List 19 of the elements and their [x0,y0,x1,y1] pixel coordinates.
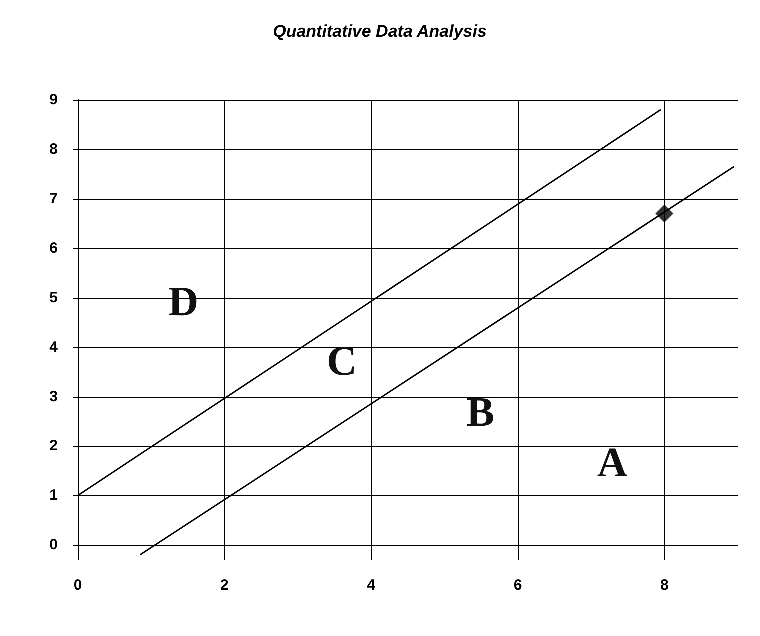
y-tick-label: 7 [50,190,58,208]
x-tick-label: 0 [74,577,82,594]
y-tick-label: 0 [50,536,58,554]
y-tick-label: 5 [50,289,58,306]
y-tick-label: 9 [50,92,58,108]
x-tick-label: 2 [220,577,229,594]
y-tick-label: 3 [50,388,58,406]
annotation: C [326,339,358,386]
y-tick-label: 2 [50,438,58,455]
y-tick-label: 1 [50,487,58,504]
chart-title: Quantitative Data Analysis [273,22,487,41]
annotation: B [466,390,495,436]
y-tick-label: 4 [50,338,59,356]
y-tick-label: 8 [50,140,58,158]
y-tick-label: 6 [50,240,58,257]
x-tick-label: 4 [367,577,376,594]
x-tick-label: 6 [514,577,522,594]
x-tick-label: 8 [660,577,669,594]
annotation: A [597,440,628,486]
